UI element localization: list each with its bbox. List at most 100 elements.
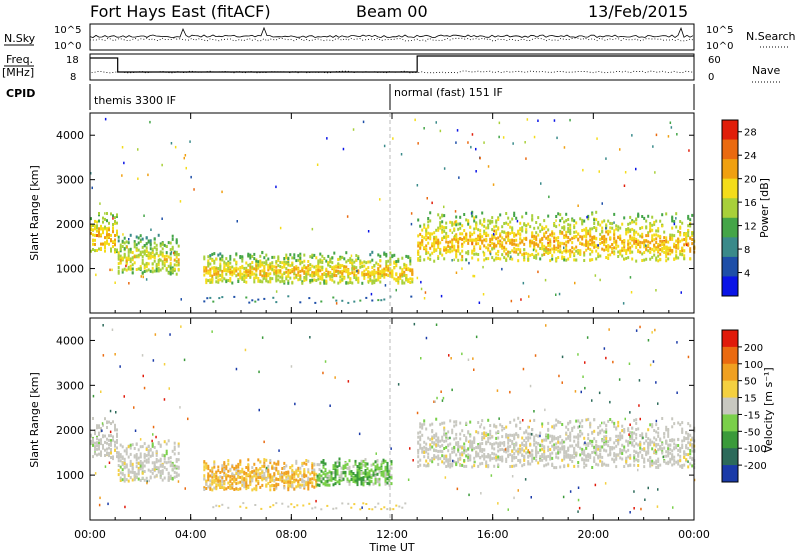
scatter-cell bbox=[507, 239, 510, 242]
cpid-panel: CPID themis 3300 IF normal (fast) 151 IF bbox=[6, 84, 695, 110]
scatter-cell bbox=[607, 232, 610, 236]
scatter-cell bbox=[519, 241, 522, 245]
scatter-cell bbox=[131, 258, 134, 262]
scatter-cell bbox=[374, 460, 377, 464]
scatter-cell bbox=[207, 279, 210, 283]
scatter-cell bbox=[255, 264, 258, 268]
scatter-cell bbox=[609, 236, 612, 240]
scatter-cell bbox=[165, 244, 168, 248]
scatter-noise bbox=[414, 118, 416, 122]
scatter-cell bbox=[131, 267, 134, 271]
scatter-cell bbox=[135, 458, 138, 461]
scatter-cell bbox=[129, 250, 132, 254]
scatter-cell bbox=[371, 266, 374, 269]
scatter-noise bbox=[125, 264, 127, 268]
scatter-cell bbox=[471, 251, 474, 255]
scatter-cell bbox=[221, 272, 224, 276]
scatter-cell bbox=[655, 219, 658, 223]
scatter-cell bbox=[209, 484, 212, 488]
scatter-cell bbox=[94, 227, 96, 231]
scatter-noise bbox=[667, 135, 670, 138]
nsearch-label: N.Search bbox=[746, 30, 796, 43]
scatter-cell bbox=[355, 274, 358, 278]
scatter-cell bbox=[227, 481, 230, 485]
scatter-cell bbox=[317, 277, 320, 281]
scatter-cell bbox=[209, 469, 212, 473]
scatter-cell bbox=[295, 469, 298, 473]
scatter-cell bbox=[559, 248, 562, 252]
scatter-cell bbox=[269, 488, 272, 492]
scatter-cell bbox=[539, 455, 542, 459]
scatter-cell bbox=[521, 229, 524, 233]
scatter-cell bbox=[537, 233, 540, 237]
scatter-cell bbox=[555, 236, 558, 240]
scatter-cell bbox=[605, 230, 608, 234]
scatter-cell bbox=[215, 474, 218, 478]
scatter-cell bbox=[251, 475, 254, 479]
scatter-cell bbox=[311, 471, 314, 475]
scatter-cell bbox=[219, 264, 222, 268]
scatter-cell bbox=[271, 484, 274, 488]
scatter-cell bbox=[443, 235, 446, 239]
scatter-cell bbox=[583, 458, 586, 462]
scatter-noise bbox=[613, 221, 615, 224]
scatter-cell bbox=[423, 246, 426, 250]
scatter-noise bbox=[456, 129, 459, 132]
scatter-cell bbox=[573, 464, 576, 468]
scatter-cell bbox=[169, 261, 172, 265]
scatter-cell bbox=[521, 436, 524, 440]
scatter-cell bbox=[589, 252, 592, 256]
scatter-cell bbox=[155, 243, 158, 247]
scatter-cell bbox=[583, 219, 586, 223]
scatter-cell bbox=[535, 235, 538, 239]
scatter-cell bbox=[559, 231, 562, 235]
scatter-cell bbox=[355, 266, 358, 270]
scatter-cell bbox=[247, 463, 250, 467]
scatter-cell bbox=[655, 256, 658, 260]
scatter-cell bbox=[535, 455, 538, 458]
scatter-cell bbox=[364, 461, 367, 465]
scatter-noise bbox=[210, 281, 212, 284]
scatter-cell bbox=[273, 484, 276, 488]
scatter-cell bbox=[577, 433, 580, 437]
scatter-cell bbox=[289, 271, 292, 275]
scatter-cell bbox=[453, 227, 456, 231]
scatter-cell bbox=[573, 452, 576, 455]
scatter-noise bbox=[320, 300, 323, 303]
scatter-cell bbox=[563, 256, 566, 259]
scatter-cell bbox=[521, 447, 524, 451]
scatter-cell bbox=[419, 435, 422, 439]
scatter-cell bbox=[346, 479, 349, 483]
scatter-cell bbox=[346, 477, 349, 481]
scatter-cell bbox=[631, 237, 634, 241]
scatter-noise bbox=[623, 257, 625, 260]
scatter-cell bbox=[445, 465, 448, 468]
scatter-cell bbox=[283, 272, 286, 275]
scatter-cell bbox=[239, 269, 242, 273]
scatter-cell bbox=[167, 478, 170, 482]
scatter-cell bbox=[116, 440, 118, 444]
scatter-cell bbox=[307, 484, 310, 488]
scatter-cell bbox=[445, 226, 448, 230]
scatter-cell bbox=[381, 270, 384, 274]
scatter-cell bbox=[175, 238, 178, 242]
scatter-cell bbox=[293, 470, 296, 474]
scatter-cell bbox=[665, 259, 668, 263]
scatter-cell bbox=[569, 431, 572, 435]
scatter-cell bbox=[209, 474, 212, 478]
scatter-cell bbox=[653, 245, 656, 249]
scatter-cell bbox=[137, 477, 140, 481]
scatter-cell bbox=[171, 237, 174, 241]
scatter-cell bbox=[249, 483, 252, 486]
scatter-noise bbox=[352, 128, 355, 131]
scatter-cell bbox=[559, 450, 562, 454]
scatter-cell bbox=[249, 275, 252, 279]
scatter-cell bbox=[253, 267, 256, 271]
scatter-noise bbox=[482, 265, 484, 269]
scatter-cell bbox=[453, 460, 456, 464]
scatter-cell bbox=[329, 274, 332, 278]
power-colorbar-label: Power [dB] bbox=[758, 178, 771, 238]
scatter-cell bbox=[677, 243, 680, 247]
scatter-cell bbox=[159, 470, 162, 473]
scatter-noise bbox=[489, 252, 492, 256]
